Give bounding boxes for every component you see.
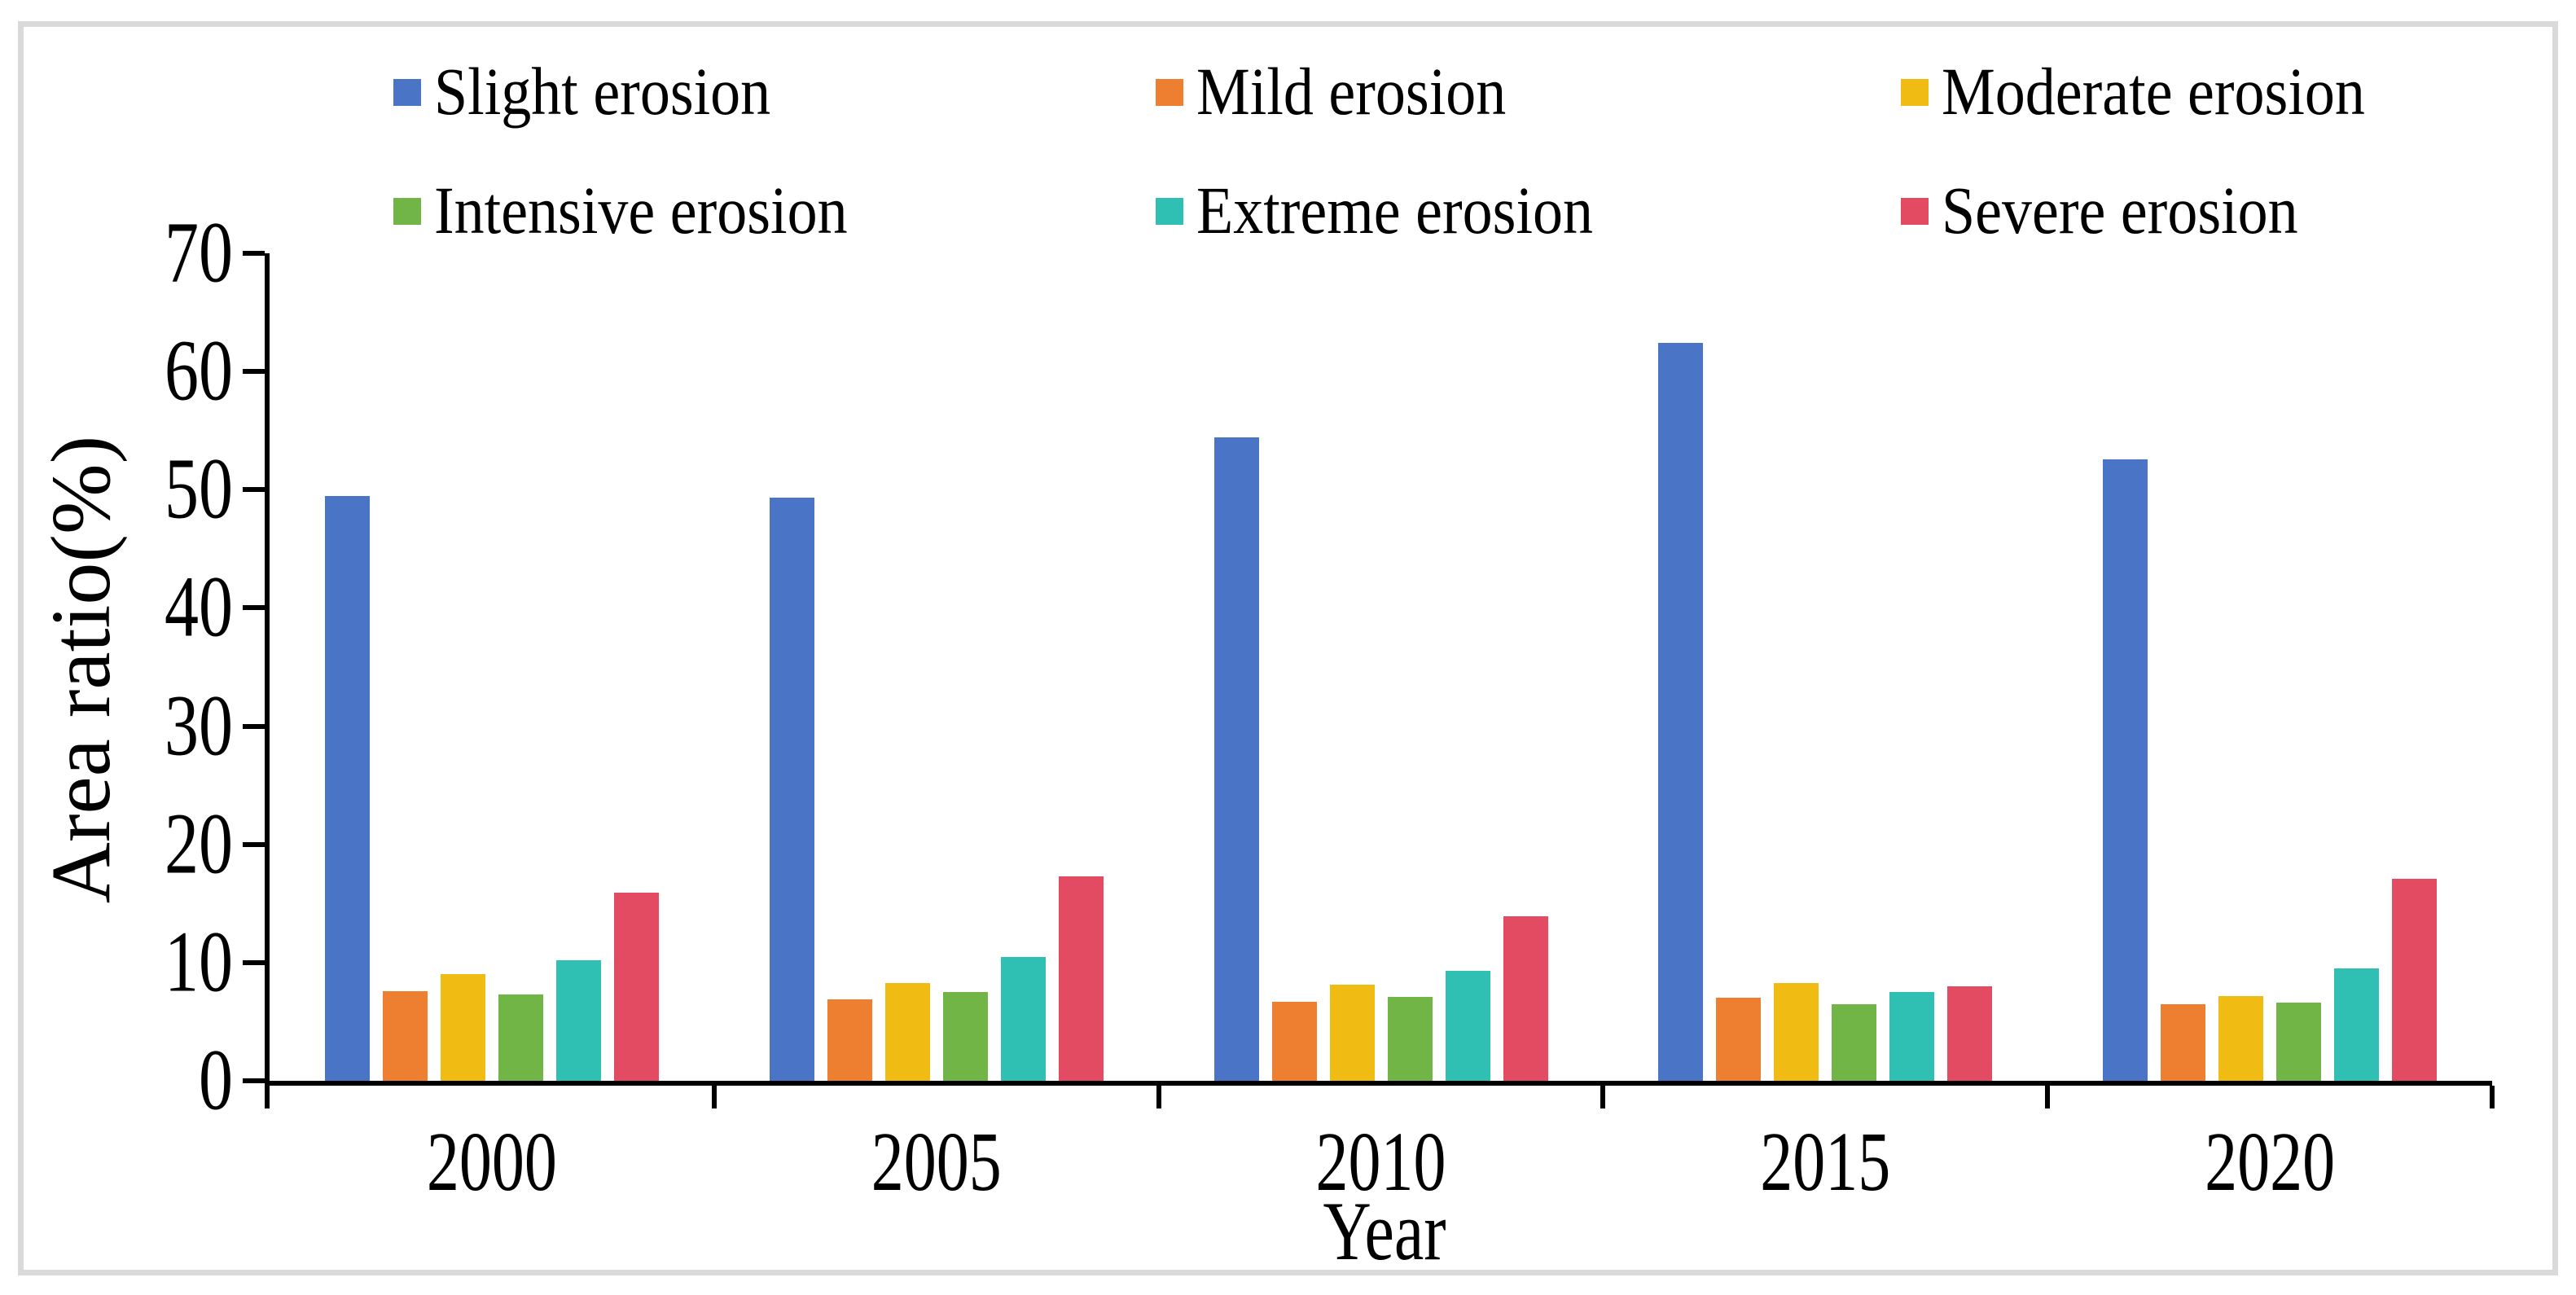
bar-2010-slight-erosion [1213,437,1259,1081]
plot-area: 0 10 20 30 40 50 60 70 2000 2005 2010 2015 2020 [165,209,2495,1209]
bar-2020-slight-erosion [2103,459,2148,1081]
x-category-label-2005: 2005 [871,1116,1002,1209]
bar-2020-extreme-erosion [2334,968,2380,1081]
legend-label-intensive-erosion: Intensive erosion [434,173,848,248]
legend-item-slight-erosion: Slight erosion [393,59,770,125]
x-tick-0 [265,1086,270,1108]
bar-2000-intensive-erosion [498,994,543,1081]
bar-2000-slight-erosion [324,495,370,1081]
legend-swatch-slight-erosion [393,78,421,106]
y-tick-20 [243,841,265,847]
y-tick-label-60: 60 [165,322,233,420]
bar-2015-moderate-erosion [1774,982,1819,1081]
legend-swatch-severe-erosion [1901,197,1929,225]
bar-2015-slight-erosion [1658,343,1704,1081]
legend-item-mild-erosion: Mild erosion [1156,59,1506,125]
bar-2015-extreme-erosion [1889,992,1935,1081]
legend-label-extreme-erosion: Extreme erosion [1196,173,1593,248]
x-category-label-2000: 2000 [426,1116,557,1209]
bar-2010-severe-erosion [1503,916,1548,1081]
x-axis-title: Year [1323,1184,1446,1278]
bar-2005-mild-erosion [827,999,872,1081]
bar-2020-mild-erosion [2161,1003,2206,1081]
y-tick-label-20: 20 [165,795,233,893]
y-tick-30 [243,723,265,729]
bar-group-2015 [1658,253,1993,1081]
y-tick-label-70: 70 [165,204,233,301]
legend-swatch-mild-erosion [1156,78,1183,106]
bar-2005-slight-erosion [769,498,814,1081]
y-tick-label-0: 0 [199,1031,233,1129]
bar-group-2010 [1213,253,1548,1081]
x-tick-2 [1156,1086,1161,1108]
bar-2020-severe-erosion [2392,878,2438,1081]
legend-item-intensive-erosion: Intensive erosion [393,178,848,244]
x-category-label-2010: 2010 [1315,1116,1446,1209]
x-tick-4 [2045,1086,2051,1108]
legend-item-extreme-erosion: Extreme erosion [1156,178,1593,244]
legend-item-severe-erosion: Severe erosion [1901,178,2298,244]
y-tick-0 [243,1078,265,1083]
legend-label-moderate-erosion: Moderate erosion [1942,55,2365,130]
legend-swatch-extreme-erosion [1156,197,1183,225]
legend-label-mild-erosion: Mild erosion [1196,55,1507,130]
legend-label-slight-erosion: Slight erosion [434,55,771,130]
bar-2015-intensive-erosion [1832,1003,1877,1081]
y-tick-60 [243,369,265,375]
bar-group-2005 [769,253,1104,1081]
x-tick-3 [1600,1086,1606,1108]
bar-2000-extreme-erosion [555,959,601,1081]
bar-2000-severe-erosion [613,893,659,1081]
bar-2020-intensive-erosion [2276,1003,2322,1081]
y-tick-label-40: 40 [165,559,233,656]
y-tick-10 [243,959,265,965]
bar-2005-severe-erosion [1058,876,1104,1081]
bar-2000-mild-erosion [382,990,428,1081]
y-tick-label-30: 30 [165,677,233,775]
y-tick-70 [243,251,265,256]
bar-2010-mild-erosion [1271,1001,1317,1081]
y-tick-label-10: 10 [165,913,233,1011]
x-tick-1 [711,1086,717,1108]
y-tick-label-50: 50 [165,441,233,538]
bar-2005-intensive-erosion [942,992,988,1081]
legend: Slight erosion Mild erosion Moderate erosi… [0,0,2576,269]
bar-2010-moderate-erosion [1329,985,1375,1081]
bar-2000-moderate-erosion [440,974,485,1081]
bar-group-2020 [2103,253,2438,1081]
bar-group-2000 [324,253,659,1081]
bar-2015-mild-erosion [1716,998,1762,1081]
x-tick-5 [2490,1086,2495,1108]
bar-2005-moderate-erosion [884,982,930,1081]
y-tick-40 [243,605,265,611]
legend-item-moderate-erosion: Moderate erosion [1901,59,2365,125]
x-category-label-2020: 2020 [2205,1116,2336,1209]
legend-swatch-moderate-erosion [1901,78,1929,106]
bar-2020-moderate-erosion [2218,995,2264,1081]
y-tick-50 [243,487,265,493]
legend-label-severe-erosion: Severe erosion [1942,173,2298,248]
bar-2010-extreme-erosion [1445,971,1490,1081]
x-category-label-2015: 2015 [1760,1116,1891,1209]
legend-swatch-intensive-erosion [393,197,421,225]
bar-2010-intensive-erosion [1387,996,1433,1081]
bar-2015-severe-erosion [1947,986,1993,1081]
bar-2005-extreme-erosion [1000,956,1046,1081]
